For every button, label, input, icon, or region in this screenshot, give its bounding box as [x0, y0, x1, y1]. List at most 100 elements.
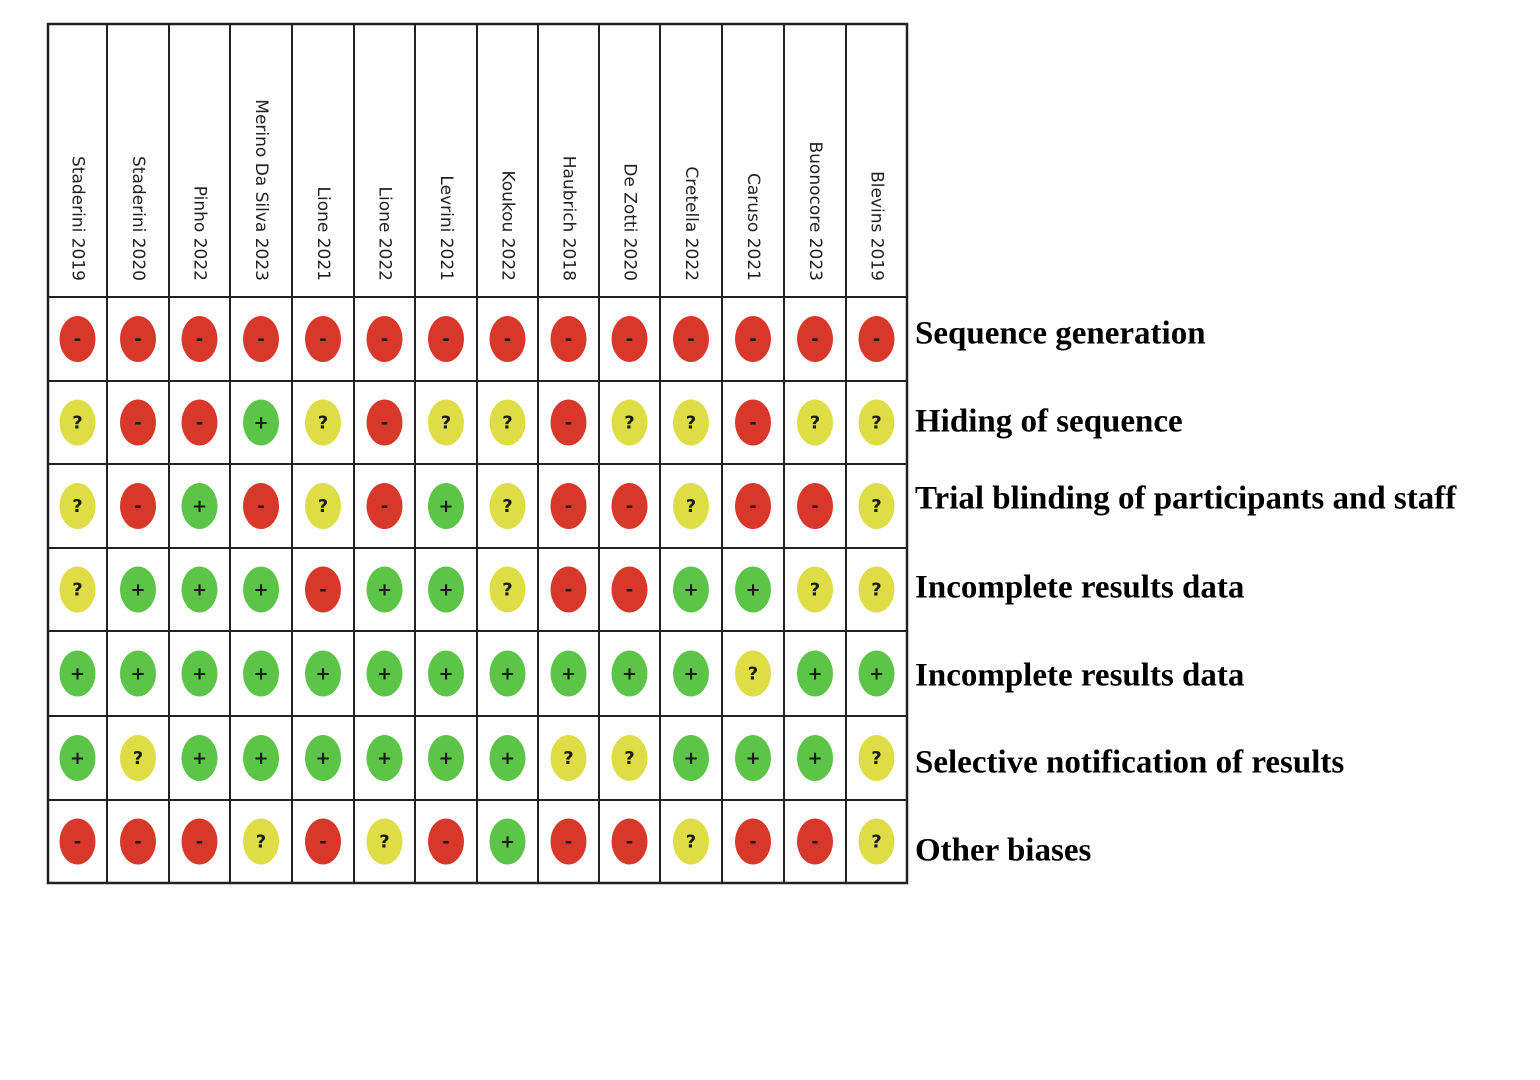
judgement-high: -	[735, 399, 771, 446]
judgement-cells: - - - - - - - - - - - - - -? - - +? -?? -?? -??? - + -? - +? - -? -…	[59, 316, 895, 865]
judgement-dot-low	[428, 650, 464, 697]
judgement-symbol: ?	[871, 580, 881, 601]
judgement-dot-high	[673, 316, 709, 362]
judgement-dot-low	[305, 735, 341, 781]
judgement-unclear: ?	[305, 483, 341, 529]
judgement-unclear: ?	[797, 399, 833, 446]
judgement-symbol: +	[377, 748, 392, 769]
judgement-dot-low	[673, 650, 709, 697]
judgement-symbol: -	[381, 496, 388, 517]
judgement-symbol: -	[749, 496, 756, 517]
judgement-dot-low	[550, 650, 587, 697]
judgement-symbol: -	[196, 329, 203, 350]
judgement-dot-unclear	[305, 483, 341, 529]
judgement-dot-high	[550, 566, 587, 613]
judgement-dot-low	[489, 735, 526, 781]
study-label: Caruso 2021	[743, 173, 763, 281]
judgement-high: -	[59, 818, 96, 865]
judgement-low: +	[611, 650, 648, 697]
judgement-dot-unclear	[858, 399, 895, 446]
judgement-dot-low	[428, 735, 464, 781]
judgement-unclear: ?	[489, 483, 526, 529]
judgement-symbol: +	[807, 748, 822, 769]
judgement-symbol: -	[749, 329, 756, 350]
judgement-dot-low	[797, 650, 833, 697]
judgement-symbol: -	[504, 329, 511, 350]
judgement-symbol: +	[807, 664, 822, 685]
judgement-dot-low	[243, 399, 279, 446]
judgement-dot-unclear	[858, 483, 895, 529]
study-label: Blevins 2019	[867, 171, 887, 281]
judgement-dot-high	[735, 818, 771, 865]
judgement-symbol: ?	[686, 832, 696, 853]
table-grid	[46, 22, 909, 885]
study-label: Staderini 2019	[68, 156, 88, 281]
judgement-symbol: ?	[563, 748, 573, 769]
judgement-dot-unclear	[858, 818, 895, 865]
judgement-dot-unclear	[611, 735, 648, 781]
judgement-symbol: ?	[256, 832, 266, 853]
judgement-unclear: ?	[858, 735, 895, 781]
judgement-dot-high	[181, 316, 218, 362]
judgement-high: -	[120, 818, 156, 865]
judgement-high: -	[181, 316, 218, 362]
judgement-dot-low	[59, 650, 96, 697]
judgement-dot-high	[550, 399, 587, 446]
judgement-symbol: +	[315, 748, 330, 769]
judgement-symbol: ?	[810, 580, 820, 601]
judgement-unclear: ?	[243, 818, 279, 865]
judgement-unclear: ?	[120, 735, 156, 781]
judgement-symbol: +	[500, 664, 515, 685]
judgement-symbol: +	[745, 748, 760, 769]
judgement-dot-high	[120, 399, 156, 446]
judgement-symbol: -	[626, 496, 633, 517]
judgement-unclear: ?	[489, 399, 526, 446]
study-label: Cretella 2022	[681, 166, 701, 281]
judgement-dot-high	[735, 483, 771, 529]
judgement-symbol: +	[253, 664, 268, 685]
judgement-unclear: ?	[59, 483, 96, 529]
judgement-dot-unclear	[550, 735, 587, 781]
domain-label: Incomplete results data	[915, 658, 1244, 694]
judgement-symbol: +	[438, 580, 453, 601]
judgement-low: +	[735, 566, 771, 613]
judgement-symbol: -	[319, 580, 326, 601]
judgement-dot-unclear	[59, 483, 96, 529]
judgement-dot-high	[59, 818, 96, 865]
judgement-dot-unclear	[489, 566, 526, 613]
judgement-low: +	[181, 483, 218, 529]
judgement-high: -	[366, 399, 403, 446]
judgement-unclear: ?	[673, 483, 709, 529]
judgement-symbol: ?	[871, 496, 881, 517]
judgement-symbol: -	[811, 329, 818, 350]
judgement-high: -	[611, 483, 648, 529]
judgement-dot-low	[735, 735, 771, 781]
judgement-low: +	[243, 399, 279, 446]
judgement-unclear: ?	[858, 818, 895, 865]
judgement-high: -	[120, 483, 156, 529]
judgement-symbol: -	[687, 329, 694, 350]
judgement-dot-low	[489, 650, 526, 697]
judgement-unclear: ?	[366, 818, 403, 865]
judgement-unclear: ?	[858, 399, 895, 446]
judgement-high: -	[797, 483, 833, 529]
judgement-dot-unclear	[366, 818, 403, 865]
judgement-symbol: -	[811, 832, 818, 853]
judgement-symbol: +	[315, 664, 330, 685]
judgement-dot-high	[735, 316, 771, 362]
judgement-symbol: +	[192, 664, 207, 685]
judgement-symbol: -	[381, 329, 388, 350]
judgement-low: +	[797, 650, 833, 697]
judgement-high: -	[120, 316, 156, 362]
study-header-row: Staderini 2019 Staderini 2020 Pinho 2022 Me…	[68, 99, 887, 281]
judgement-symbol: +	[438, 496, 453, 517]
judgement-high: -	[611, 818, 648, 865]
judgement-dot-high	[366, 316, 403, 362]
judgement-symbol: -	[319, 832, 326, 853]
judgement-symbol: +	[192, 580, 207, 601]
judgement-symbol: -	[134, 329, 141, 350]
judgement-dot-low	[305, 650, 341, 697]
judgement-low: +	[366, 735, 403, 781]
judgement-dot-unclear	[858, 566, 895, 613]
judgement-symbol: +	[683, 664, 698, 685]
